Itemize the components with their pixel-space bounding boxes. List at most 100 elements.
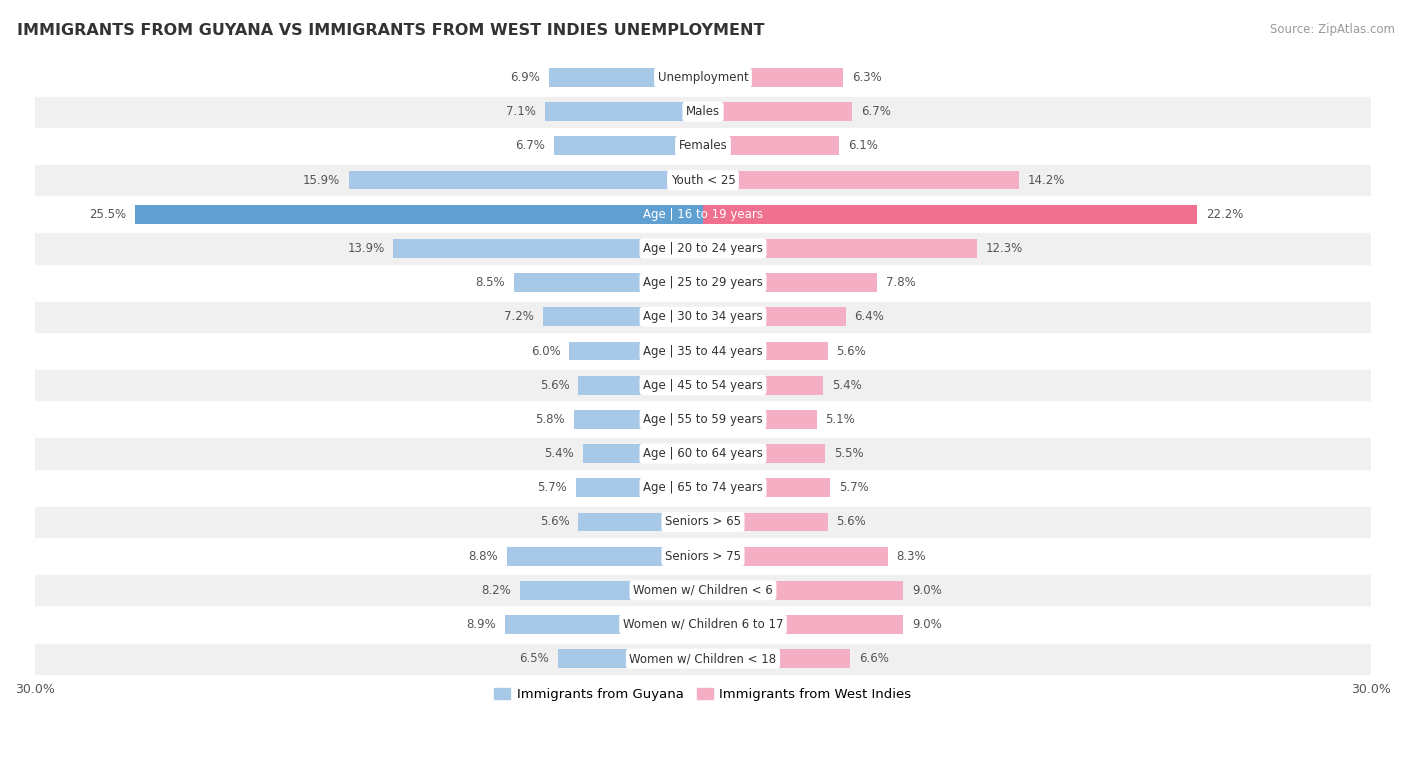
Bar	[574, 410, 703, 428]
Bar	[582, 444, 703, 463]
Bar	[703, 68, 844, 87]
Text: Women w/ Children 6 to 17: Women w/ Children 6 to 17	[623, 618, 783, 631]
Text: 5.6%: 5.6%	[540, 516, 569, 528]
Bar	[576, 478, 703, 497]
Text: 22.2%: 22.2%	[1206, 207, 1244, 221]
Bar	[35, 61, 1371, 95]
Text: Age | 20 to 24 years: Age | 20 to 24 years	[643, 242, 763, 255]
Text: Age | 35 to 44 years: Age | 35 to 44 years	[643, 344, 763, 357]
Bar	[35, 232, 1371, 266]
Bar	[703, 375, 824, 394]
Text: 6.6%: 6.6%	[859, 653, 889, 665]
Text: Age | 25 to 29 years: Age | 25 to 29 years	[643, 276, 763, 289]
Text: 25.5%: 25.5%	[89, 207, 127, 221]
Text: Source: ZipAtlas.com: Source: ZipAtlas.com	[1270, 23, 1395, 36]
Bar	[703, 615, 904, 634]
Text: IMMIGRANTS FROM GUYANA VS IMMIGRANTS FROM WEST INDIES UNEMPLOYMENT: IMMIGRANTS FROM GUYANA VS IMMIGRANTS FRO…	[17, 23, 765, 38]
Text: 7.2%: 7.2%	[503, 310, 534, 323]
Bar	[520, 581, 703, 600]
Bar	[35, 197, 1371, 232]
Bar	[550, 68, 703, 87]
Text: 6.0%: 6.0%	[530, 344, 561, 357]
Bar	[703, 444, 825, 463]
Bar	[35, 505, 1371, 539]
Text: Seniors > 65: Seniors > 65	[665, 516, 741, 528]
Text: 7.8%: 7.8%	[886, 276, 915, 289]
Text: 14.2%: 14.2%	[1028, 173, 1066, 186]
Text: 8.5%: 8.5%	[475, 276, 505, 289]
Text: 15.9%: 15.9%	[302, 173, 340, 186]
Text: 12.3%: 12.3%	[986, 242, 1024, 255]
Bar	[135, 205, 703, 223]
Text: 8.3%: 8.3%	[897, 550, 927, 562]
Text: 5.7%: 5.7%	[537, 481, 567, 494]
Bar	[35, 300, 1371, 334]
Bar	[703, 239, 977, 258]
Bar	[703, 136, 839, 155]
Text: 9.0%: 9.0%	[912, 618, 942, 631]
Text: 5.6%: 5.6%	[837, 344, 866, 357]
Text: 6.7%: 6.7%	[860, 105, 891, 118]
Text: Age | 65 to 74 years: Age | 65 to 74 years	[643, 481, 763, 494]
Bar	[35, 163, 1371, 197]
Text: 6.7%: 6.7%	[515, 139, 546, 152]
Bar	[35, 129, 1371, 163]
Bar	[508, 547, 703, 565]
Text: 5.6%: 5.6%	[837, 516, 866, 528]
Text: Women w/ Children < 6: Women w/ Children < 6	[633, 584, 773, 597]
Text: 6.4%: 6.4%	[855, 310, 884, 323]
Text: 5.5%: 5.5%	[834, 447, 865, 460]
Text: 13.9%: 13.9%	[347, 242, 385, 255]
Bar	[558, 650, 703, 668]
Bar	[703, 547, 887, 565]
Bar	[35, 642, 1371, 676]
Text: Seniors > 75: Seniors > 75	[665, 550, 741, 562]
Bar	[543, 307, 703, 326]
Text: 5.8%: 5.8%	[536, 413, 565, 426]
Text: 5.1%: 5.1%	[825, 413, 855, 426]
Bar	[703, 205, 1198, 223]
Text: Age | 30 to 34 years: Age | 30 to 34 years	[643, 310, 763, 323]
Bar	[703, 102, 852, 121]
Bar	[546, 102, 703, 121]
Bar	[513, 273, 703, 292]
Bar	[35, 437, 1371, 471]
Bar	[703, 170, 1019, 189]
Legend: Immigrants from Guyana, Immigrants from West Indies: Immigrants from Guyana, Immigrants from …	[489, 683, 917, 706]
Text: 6.9%: 6.9%	[510, 71, 540, 84]
Bar	[505, 615, 703, 634]
Text: Unemployment: Unemployment	[658, 71, 748, 84]
Bar	[35, 471, 1371, 505]
Text: 5.4%: 5.4%	[832, 378, 862, 391]
Bar	[703, 581, 904, 600]
Text: Youth < 25: Youth < 25	[671, 173, 735, 186]
Bar	[703, 478, 830, 497]
Bar	[703, 512, 828, 531]
Bar	[35, 334, 1371, 368]
Bar	[35, 266, 1371, 300]
Text: 6.3%: 6.3%	[852, 71, 882, 84]
Bar	[703, 341, 828, 360]
Bar	[394, 239, 703, 258]
Bar	[578, 512, 703, 531]
Bar	[35, 368, 1371, 402]
Text: Age | 45 to 54 years: Age | 45 to 54 years	[643, 378, 763, 391]
Bar	[554, 136, 703, 155]
Text: 7.1%: 7.1%	[506, 105, 536, 118]
Text: Males: Males	[686, 105, 720, 118]
Text: 8.2%: 8.2%	[482, 584, 512, 597]
Bar	[703, 273, 877, 292]
Bar	[569, 341, 703, 360]
Bar	[35, 402, 1371, 437]
Bar	[35, 539, 1371, 573]
Bar	[35, 573, 1371, 607]
Text: 5.7%: 5.7%	[839, 481, 869, 494]
Text: 8.8%: 8.8%	[468, 550, 498, 562]
Bar	[703, 410, 817, 428]
Text: Women w/ Children < 18: Women w/ Children < 18	[630, 653, 776, 665]
Text: Females: Females	[679, 139, 727, 152]
Text: 6.1%: 6.1%	[848, 139, 877, 152]
Bar	[349, 170, 703, 189]
Bar	[35, 95, 1371, 129]
Bar	[703, 650, 851, 668]
